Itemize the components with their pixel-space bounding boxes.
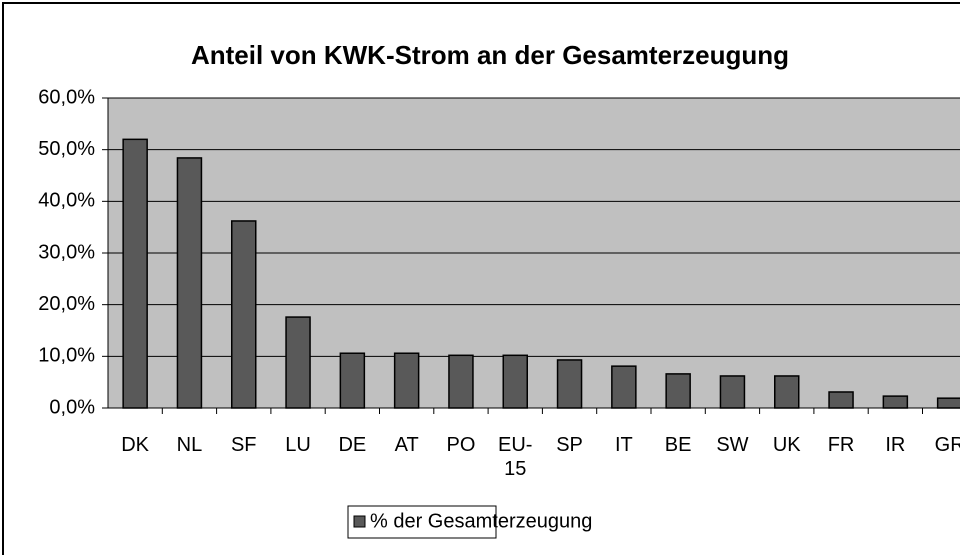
bar (719, 375, 746, 409)
x-tick-label: IT (614, 434, 633, 456)
bar (882, 395, 909, 409)
bar (176, 157, 203, 409)
x-tick-label: SW (716, 434, 749, 456)
x-tick-label: FR (827, 434, 855, 456)
bar (231, 220, 257, 409)
y-tick-label: 0,0% (49, 396, 95, 418)
bar (936, 397, 960, 409)
x-tick-label: DE (338, 434, 367, 456)
y-tick-label: 60,0% (38, 86, 95, 108)
bar (774, 375, 800, 409)
bar (665, 373, 691, 409)
y-tick-label: 30,0% (38, 241, 95, 263)
legend-swatch (353, 515, 366, 528)
y-tick-label: 10,0% (38, 345, 95, 367)
x-tick-label: SF (230, 434, 257, 456)
x-tick-label: IR (885, 434, 906, 456)
x-tick-label: UK (772, 434, 801, 456)
legend-box (347, 505, 497, 539)
bar (448, 354, 474, 409)
y-tick-label: 20,0% (38, 293, 95, 315)
bar (611, 365, 637, 409)
x-tick-label: GR (934, 434, 960, 456)
y-tick-label: 50,0% (38, 138, 95, 160)
x-tick-label: AT (394, 434, 419, 456)
bar (828, 391, 854, 409)
bar (339, 352, 366, 409)
bar (502, 354, 528, 409)
x-tick-label: PO (446, 434, 476, 456)
bar (285, 316, 311, 409)
bar (393, 352, 420, 409)
x-tick-label: NL (176, 434, 203, 456)
x-tick-label: DK (121, 434, 150, 456)
x-tick-label: SP (556, 434, 583, 456)
x-tick-label: EU-15 (498, 434, 533, 480)
legend-label: % der Gesamterzeugung (370, 510, 592, 532)
chart-title: Anteil von KWK-Strom an der Gesamterzeug… (191, 40, 789, 70)
x-tick-label: LU (285, 434, 311, 456)
x-tick-label: BE (664, 434, 692, 456)
bar (556, 359, 583, 409)
y-tick-label: 40,0% (38, 190, 95, 212)
bar (122, 138, 148, 409)
